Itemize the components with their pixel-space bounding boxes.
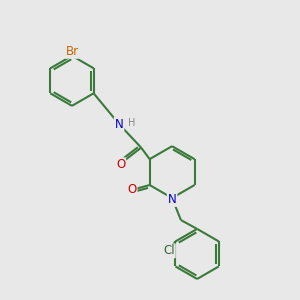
Text: H: H xyxy=(128,118,135,128)
Text: O: O xyxy=(128,183,136,196)
Text: Cl: Cl xyxy=(163,244,175,257)
Text: Br: Br xyxy=(65,45,79,58)
Text: O: O xyxy=(116,158,125,171)
Text: N: N xyxy=(115,118,124,130)
Text: N: N xyxy=(168,193,176,206)
